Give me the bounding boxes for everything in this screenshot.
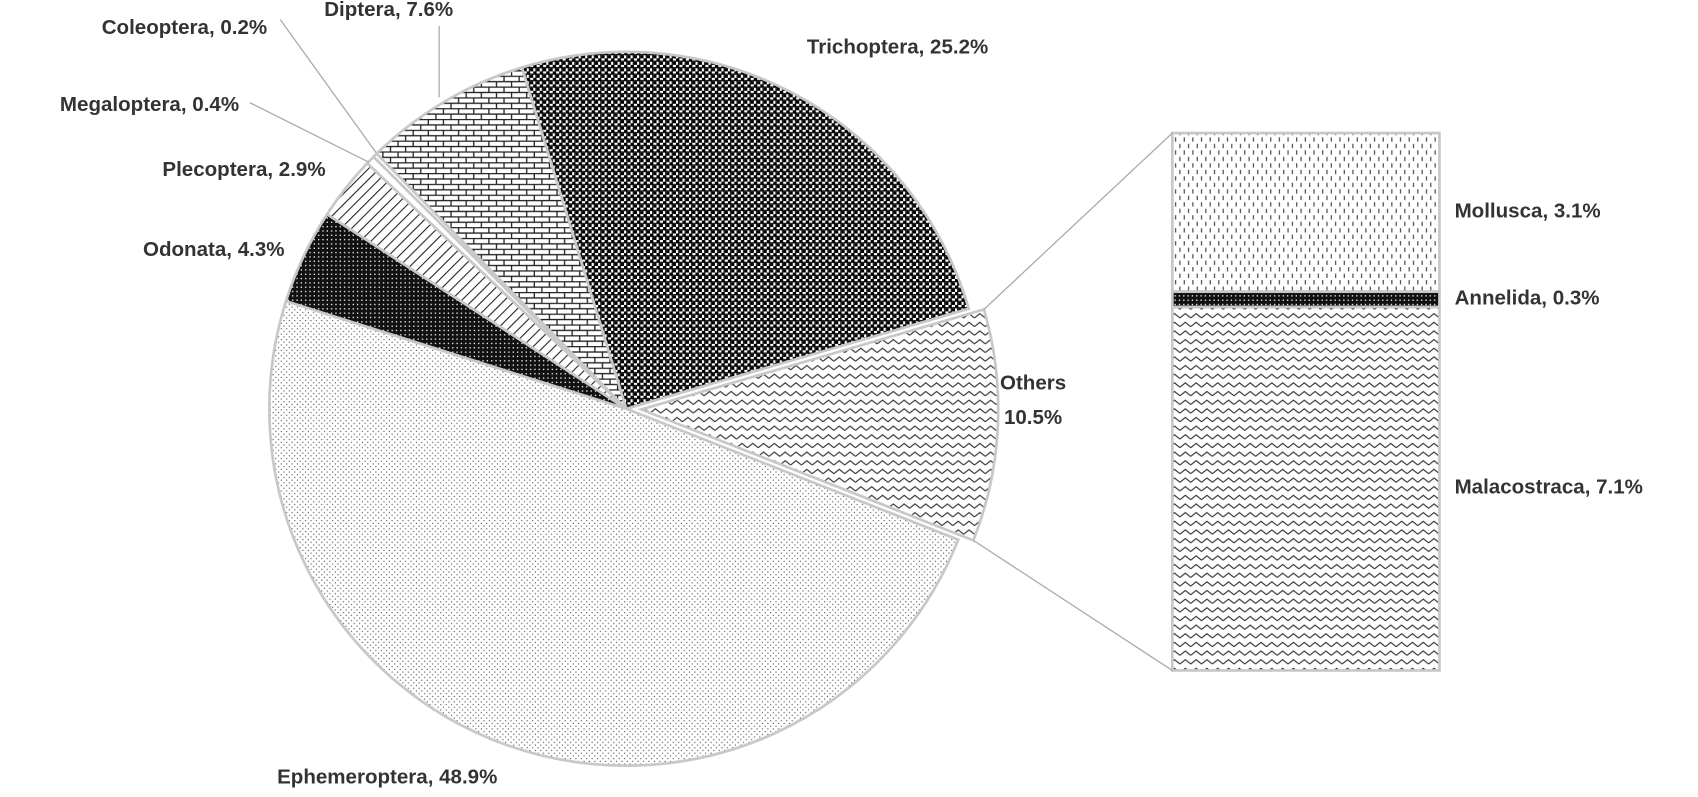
slice-category: Ephemeroptera: [277, 766, 428, 789]
slice-category: Trichoptera: [807, 36, 919, 59]
pie-slice: [268, 299, 960, 767]
label-separator: ,: [267, 158, 278, 181]
bar-segment: [1170, 305, 1441, 672]
bar-value-label: 3.1%: [1554, 200, 1601, 223]
bar-category: Annelida: [1455, 287, 1542, 310]
bar-value-label: 7.1%: [1596, 476, 1643, 499]
slice-value-label: 4.3%: [238, 238, 285, 261]
bar-segment: [1170, 131, 1441, 294]
slice-value-label: 10.5%: [1004, 406, 1062, 429]
bar-label: Mollusca, 3.1%: [1455, 200, 1601, 223]
label-separator: ,: [428, 766, 439, 789]
label-separator: ,: [1541, 287, 1552, 310]
bar-label: Malacostraca, 7.1%: [1455, 476, 1643, 499]
slice-label: Diptera, 7.6%: [324, 0, 453, 21]
slice-value-label: 7.6%: [406, 0, 453, 21]
bar-segment: [1170, 290, 1441, 309]
label-separator: ,: [1585, 476, 1596, 499]
label-separator: ,: [226, 238, 237, 261]
slice-category: Coleoptera: [102, 17, 210, 40]
label-separator: ,: [395, 0, 406, 21]
leader-line: [249, 102, 370, 163]
slice-label: Trichoptera, 25.2%: [807, 36, 988, 59]
pie-slice: [520, 50, 971, 411]
slice-value-label: 2.9%: [279, 158, 326, 181]
slice-label: Plecoptera, 2.9%: [162, 158, 325, 181]
leader-line: [279, 19, 379, 156]
slice-category: Plecoptera: [162, 158, 268, 181]
bar-category: Malacostraca: [1455, 476, 1586, 499]
bar-value-label: 0.3%: [1553, 287, 1600, 310]
slice-label: Others: [1000, 371, 1066, 394]
label-separator: ,: [919, 36, 930, 59]
connector-line: [972, 539, 1173, 672]
slice-label: Megaloptera, 0.4%: [60, 93, 239, 116]
slice-category: Odonata: [143, 238, 227, 261]
slice-value-label: 0.2%: [220, 17, 267, 40]
slice-value-label: 0.4%: [192, 93, 239, 116]
slice-value-label: 25.2%: [930, 36, 988, 59]
bar-label: Annelida, 0.3%: [1455, 287, 1600, 310]
slice-category: Diptera: [324, 0, 395, 21]
slice-label: Ephemeroptera, 48.9%: [277, 766, 497, 789]
slice-label: Coleoptera, 0.2%: [102, 17, 267, 40]
pie-slice: [637, 307, 1000, 543]
slice-category: Megaloptera: [60, 93, 182, 116]
label-separator: ,: [181, 93, 192, 116]
pie-slice: [374, 65, 628, 410]
bar-category: Mollusca: [1455, 200, 1543, 223]
connector-line: [983, 132, 1173, 310]
slice-value-label: 48.9%: [439, 766, 497, 789]
label-separator: ,: [209, 17, 220, 40]
label-separator: ,: [1542, 200, 1553, 223]
slice-label: Odonata, 4.3%: [143, 238, 285, 261]
